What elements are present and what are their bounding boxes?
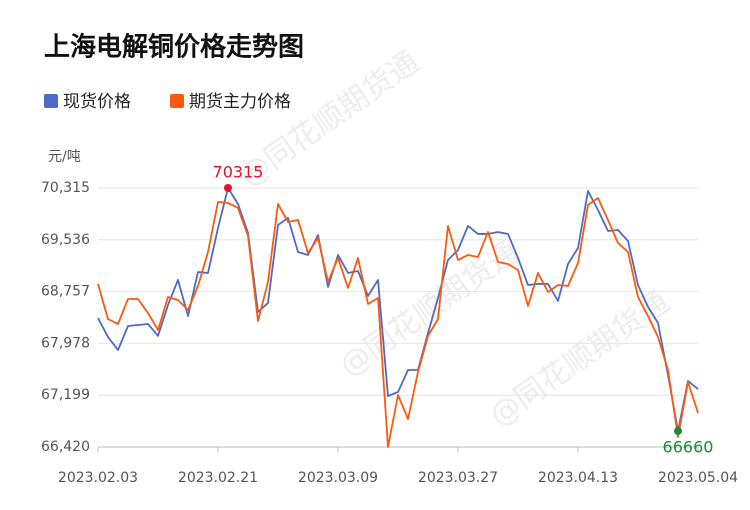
y-tick-label: 68,757	[41, 284, 90, 300]
y-tick-label: 67,978	[41, 335, 90, 351]
y-tick-label: 70,315	[41, 180, 90, 196]
min-label: 66660	[663, 438, 714, 457]
legend-label: 期货主力价格	[189, 92, 291, 112]
x-tick-label: 2023.02.03	[58, 470, 138, 486]
legend-swatch	[170, 94, 184, 108]
chart-title: 上海电解铜价格走势图	[44, 32, 304, 63]
x-tick-label: 2023.04.13	[538, 470, 618, 486]
y-unit: 元/吨	[48, 149, 81, 165]
min-point	[674, 427, 682, 436]
legend-label: 现货价格	[63, 92, 131, 112]
watermark: @同花顺期货通	[483, 285, 675, 434]
y-tick-label: 67,199	[41, 387, 90, 403]
y-tick-label: 66,420	[41, 439, 90, 455]
x-tick-label: 2023.03.27	[418, 470, 498, 486]
x-tick-label: 2023.03.09	[298, 470, 378, 486]
series-line	[97, 197, 699, 448]
series-line	[97, 187, 699, 432]
max-point	[224, 184, 232, 192]
legend-swatch	[44, 94, 58, 108]
y-tick-label: 69,536	[41, 232, 90, 248]
x-tick-label: 2023.02.21	[178, 470, 258, 486]
max-label: 70315	[213, 163, 264, 182]
x-tick-label: 2023.05.04	[658, 470, 738, 486]
